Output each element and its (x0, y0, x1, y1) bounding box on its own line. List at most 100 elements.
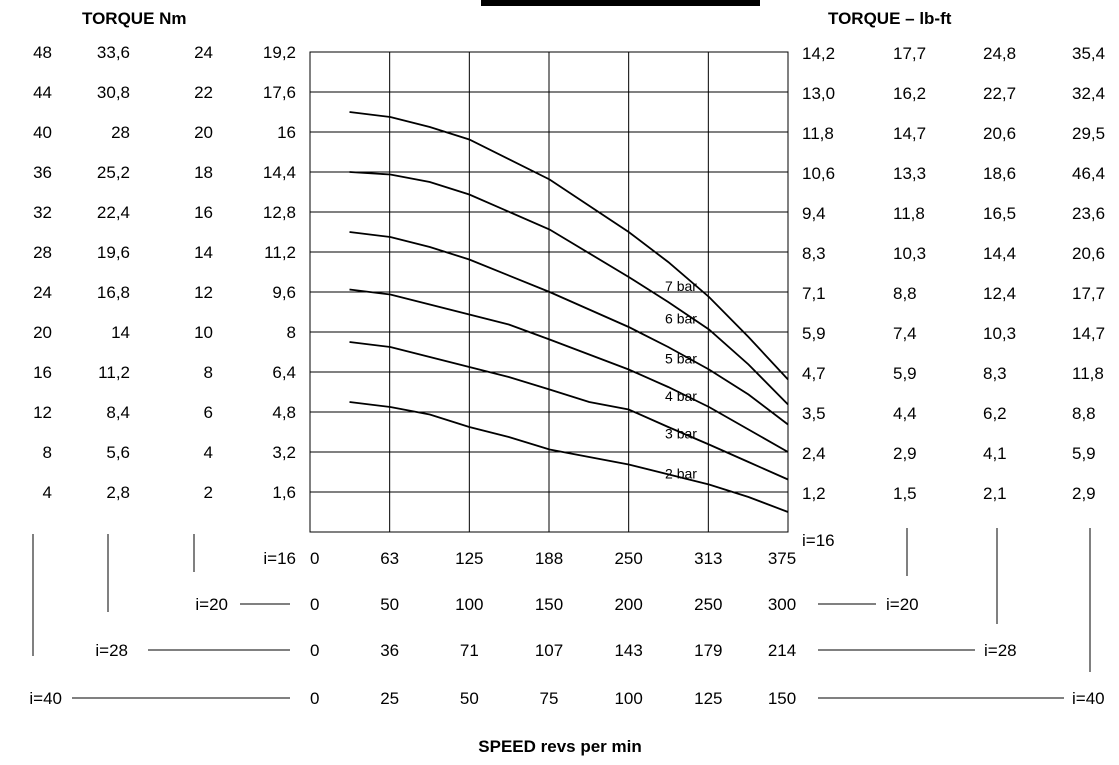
left-tick-label: 48 (33, 43, 52, 62)
header-bar (481, 0, 760, 6)
right-ratio-label: i=20 (886, 595, 919, 614)
right-tick-label: 24,8 (983, 44, 1016, 63)
speed-tick-label: 0 (310, 595, 319, 614)
right-tick-label: 20,6 (1072, 244, 1105, 263)
x-axis-title: SPEED revs per min (478, 737, 641, 756)
left-tick-label: 16 (194, 203, 213, 222)
left-tick-label: 32 (33, 203, 52, 222)
series-label: 7 bar (665, 278, 697, 294)
right-torque-scales: 14,2 13,0 11,8 10,6 9,4 8,3 7,1 5,9 4,7 3,5 2,4 1,2… (802, 44, 1105, 503)
right-tick-label: 20,6 (983, 124, 1016, 143)
left-tick-label: 44 (33, 83, 52, 102)
left-tick-label: 20 (194, 123, 213, 142)
right-tick-label: 1,2 (802, 484, 826, 503)
left-tick-label: 3,2 (272, 443, 296, 462)
series-label: 2 bar (665, 466, 697, 482)
right-tick-label: 10,3 (983, 324, 1016, 343)
speed-tick-label: 25 (380, 689, 399, 708)
torque-curves: 7 bar 6 bar 5 bar 4 bar 3 bar 2 bar (349, 111, 789, 513)
left-tick-label: 16 (33, 363, 52, 382)
speed-tick-label: 214 (768, 641, 796, 660)
speed-tick-label: 313 (694, 549, 722, 568)
right-tick-label: 6,2 (983, 404, 1007, 423)
right-ratio-label: i=40 (1072, 689, 1105, 708)
left-tick-label: 36 (33, 163, 52, 182)
right-tick-label: 35,4 (1072, 44, 1105, 63)
left-torque-scales: 484440363228242016128433,630,82825,222,4… (33, 43, 296, 502)
speed-tick-label: 300 (768, 595, 796, 614)
right-tick-label: 17,7 (893, 44, 926, 63)
left-tick-label: 8 (287, 323, 296, 342)
left-tick-label: 22 (194, 83, 213, 102)
left-tick-label: 24 (194, 43, 213, 62)
speed-tick-label: 200 (614, 595, 642, 614)
right-tick-label: 32,4 (1072, 84, 1105, 103)
speed-tick-label: 0 (310, 549, 319, 568)
left-tick-label: 12 (194, 283, 213, 302)
left-tick-label: 20 (33, 323, 52, 342)
speed-tick-label: 50 (460, 689, 479, 708)
series-label: 4 bar (665, 388, 697, 404)
right-tick-label: 8,8 (893, 284, 917, 303)
right-tick-label: 16,2 (893, 84, 926, 103)
speed-tick-label: 100 (614, 689, 642, 708)
right-tick-label: 4,4 (893, 404, 917, 423)
speed-tick-label: 125 (455, 549, 483, 568)
left-tick-label: 19,2 (263, 43, 296, 62)
right-axis-title: TORQUE – lb-ft (828, 9, 952, 28)
left-axis-title: TORQUE Nm (82, 9, 187, 28)
left-tick-label: 28 (111, 123, 130, 142)
left-tick-label: 22,4 (97, 203, 130, 222)
speed-tick-label: 150 (768, 689, 796, 708)
left-tick-label: 8 (43, 443, 52, 462)
left-tick-label: 40 (33, 123, 52, 142)
right-tick-label: 22,7 (983, 84, 1016, 103)
curve-4-bar (349, 288, 789, 453)
right-tick-label: 11,8 (1072, 364, 1104, 383)
right-tick-label: 3,5 (802, 404, 826, 423)
left-ratio-label: i=16 (263, 549, 296, 568)
speed-tick-label: 50 (380, 595, 399, 614)
speed-tick-label: 75 (540, 689, 559, 708)
left-tick-label: 5,6 (106, 443, 130, 462)
left-tick-label: 10 (194, 323, 213, 342)
right-tick-label: 16,5 (983, 204, 1016, 223)
left-ratio-label: i=28 (95, 641, 128, 660)
left-tick-label: 4 (43, 483, 52, 502)
left-tick-label: 4,8 (272, 403, 296, 422)
right-tick-label: 5,9 (802, 324, 826, 343)
left-tick-label: 14 (111, 323, 130, 342)
left-tick-label: 19,6 (97, 243, 130, 262)
right-tick-label: 14,7 (893, 124, 926, 143)
left-tick-label: 14,4 (263, 163, 296, 182)
series-label: 3 bar (665, 426, 697, 442)
left-tick-label: 4 (204, 443, 213, 462)
plot-area (309, 51, 789, 533)
speed-tick-label: 250 (694, 595, 722, 614)
right-tick-label: 11,8 (893, 204, 925, 223)
right-tick-label: 8,3 (983, 364, 1007, 383)
right-tick-label: 18,6 (983, 164, 1016, 183)
left-tick-label: 16,8 (97, 283, 130, 302)
speed-tick-label: 143 (614, 641, 642, 660)
left-tick-label: 12,8 (263, 203, 296, 222)
right-tick-label: 8,3 (802, 244, 826, 263)
right-tick-label: 5,9 (1072, 444, 1096, 463)
left-tick-label: 9,6 (272, 283, 296, 302)
speed-tick-label: 188 (535, 549, 563, 568)
right-tick-label: 14,4 (983, 244, 1016, 263)
left-tick-label: 24 (33, 283, 52, 302)
speed-tick-label: 0 (310, 689, 319, 708)
curve-2-bar (349, 401, 789, 513)
left-tick-label: 6 (204, 403, 213, 422)
left-tick-label: 6,4 (272, 363, 296, 382)
left-tick-label: 8 (204, 363, 213, 382)
right-tick-label: 46,4 (1072, 164, 1105, 183)
left-ratio-label: i=40 (29, 689, 62, 708)
left-tick-label: 2,8 (106, 483, 130, 502)
left-tick-label: 18 (194, 163, 213, 182)
right-tick-label: 2,4 (802, 444, 826, 463)
curve-7-bar (349, 111, 789, 381)
